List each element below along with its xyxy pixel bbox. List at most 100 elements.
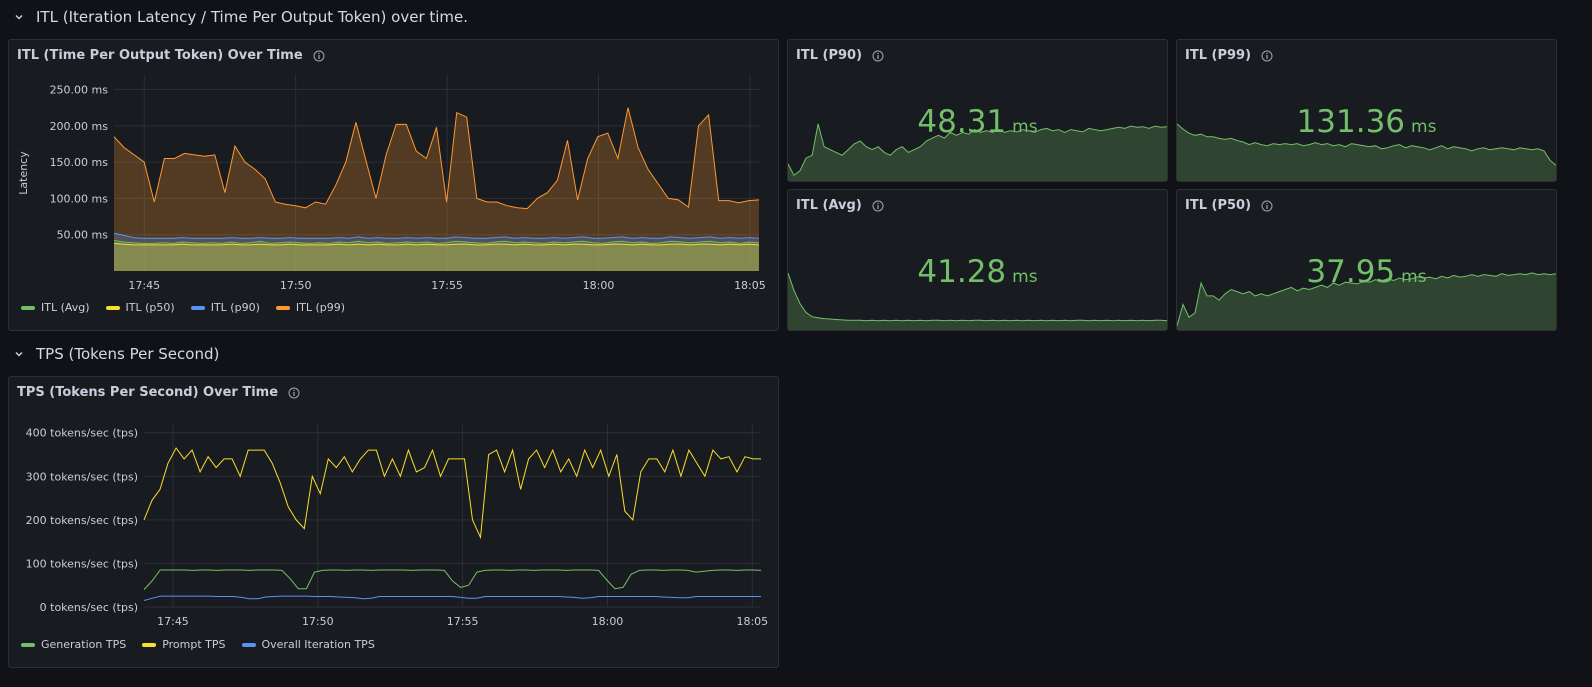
panel-title-text: ITL (Time Per Output Token) Over Time [17, 48, 303, 63]
info-icon[interactable] [288, 387, 300, 399]
legend-swatch [105, 305, 120, 310]
y-axis-label: Latency [17, 151, 30, 195]
series-line[interactable] [143, 569, 762, 590]
stat-value: 37.95 ms [1177, 254, 1556, 290]
x-tick-label: 17:50 [302, 615, 334, 628]
itl-chart-panel[interactable]: ITL (Time Per Output Token) Over Time 50… [8, 39, 779, 331]
stat-panel-p50[interactable]: ITL (P50) 37.95 ms [1176, 189, 1557, 331]
legend-label: Generation TPS [41, 638, 127, 651]
legend-item[interactable]: ITL (Avg) [21, 301, 90, 314]
x-tick-label: 17:45 [128, 279, 160, 292]
legend-swatch [275, 305, 290, 310]
sparkline-line [788, 272, 1167, 322]
legend-item[interactable]: ITL (p50) [105, 301, 175, 314]
stat-unit: ms [1012, 267, 1038, 287]
series-line[interactable] [113, 242, 760, 246]
panel-title-text: ITL (P50) [1185, 198, 1252, 213]
series-line[interactable] [113, 232, 760, 239]
y-tick-label: 250.00 ms [50, 84, 109, 97]
x-tick-label: 17:50 [280, 279, 312, 292]
chevron-down-icon[interactable] [12, 10, 26, 24]
stat-number: 37.95 [1306, 254, 1396, 290]
series-area [114, 240, 759, 271]
legend-label: Prompt TPS [162, 638, 226, 651]
series-line[interactable] [143, 595, 761, 601]
y-tick-label: 150.00 ms [50, 156, 109, 169]
info-icon[interactable] [1261, 200, 1273, 212]
y-tick-label: 200.00 ms [50, 120, 109, 133]
legend-swatch [21, 642, 35, 647]
stat-panel-p99[interactable]: ITL (P99) 131.36 ms [1176, 39, 1557, 182]
stat-panel-avg[interactable]: ITL (Avg) 41.28 ms [787, 189, 1168, 331]
panel-title: ITL (Time Per Output Token) Over Time [17, 48, 325, 63]
legend-item[interactable]: Overall Iteration TPS [241, 638, 375, 651]
legend-item[interactable]: Generation TPS [21, 638, 126, 651]
chevron-down-icon[interactable] [12, 347, 26, 361]
sparkline-line [788, 123, 1167, 177]
legend-item[interactable]: ITL (p99) [275, 301, 346, 314]
panel-title-text: ITL (Avg) [796, 198, 862, 213]
x-tick-label: 18:05 [736, 615, 768, 628]
legend-item[interactable]: ITL (p90) [190, 301, 260, 314]
info-icon[interactable] [872, 50, 884, 62]
itl-chart[interactable]: 50.00 ms 100.00 ms 150.00 ms 200.00 ms 250.0… [9, 40, 780, 332]
info-icon[interactable] [1261, 50, 1273, 62]
series-area [114, 107, 759, 271]
info-icon[interactable] [313, 50, 325, 62]
y-tick-label: 100 tokens/sec (tps) [26, 557, 138, 570]
panel-title: ITL (P90) [796, 48, 884, 63]
legend-swatch [142, 642, 157, 647]
stat-panel-p90[interactable]: ITL (P90) 48.31 ms [787, 39, 1168, 182]
panel-title-text: ITL (P99) [1185, 48, 1252, 63]
itl-legend: ITL (Avg) ITL (p50) ITL (p90) ITL (p99) [21, 301, 345, 314]
tps-chart[interactable]: 0 tokens/sec (tps) 100 tokens/sec (tps) 20… [9, 377, 780, 669]
stat-value: 41.28 ms [788, 254, 1167, 290]
panel-title: ITL (P50) [1185, 198, 1273, 213]
info-icon[interactable] [872, 200, 884, 212]
stat-value: 48.31 ms [788, 104, 1167, 140]
y-tick-label: 100.00 ms [50, 192, 109, 205]
legend-label: Overall Iteration TPS [261, 638, 375, 651]
tps-legend: Generation TPS Prompt TPS Overall Iterat… [21, 638, 375, 651]
stat-number: 41.28 [917, 254, 1007, 290]
sparkline-line [1177, 272, 1556, 326]
x-tick-label: 18:00 [583, 279, 615, 292]
y-tick-label: 400 tokens/sec (tps) [26, 427, 138, 440]
panel-title: ITL (P99) [1185, 48, 1273, 63]
x-tick-label: 17:55 [447, 615, 479, 628]
x-tick-label: 18:05 [734, 279, 766, 292]
panel-title-text: ITL (P90) [796, 48, 863, 63]
sparkline-area [788, 123, 1167, 181]
panel-title: TPS (Tokens Per Second) Over Time [17, 385, 300, 400]
legend-label: ITL (p99) [295, 301, 346, 314]
tps-chart-panel[interactable]: TPS (Tokens Per Second) Over Time 0 toke… [8, 376, 779, 668]
panel-title-text: TPS (Tokens Per Second) Over Time [17, 385, 279, 400]
row-header-tps[interactable]: TPS (Tokens Per Second) [12, 345, 219, 363]
legend-item[interactable]: Prompt TPS [142, 638, 226, 651]
row-title: ITL (Iteration Latency / Time Per Output… [36, 8, 469, 26]
sparkline [1177, 272, 1556, 330]
sparkline-area [1177, 272, 1556, 330]
stat-number: 48.31 [917, 104, 1007, 140]
row-header-itl[interactable]: ITL (Iteration Latency / Time Per Output… [12, 8, 468, 26]
row-title: TPS (Tokens Per Second) [36, 345, 220, 363]
sparkline [788, 123, 1167, 181]
series-line[interactable] [113, 107, 760, 210]
stat-unit: ms [1401, 267, 1427, 287]
stat-unit: ms [1411, 117, 1437, 137]
stat-unit: ms [1012, 117, 1038, 137]
x-tick-label: 18:00 [592, 615, 624, 628]
sparkline [788, 272, 1167, 330]
legend-swatch [190, 305, 205, 310]
series-area [114, 243, 759, 271]
y-tick-label: 50.00 ms [57, 229, 109, 242]
sparkline-area [788, 272, 1167, 330]
x-tick-label: 17:55 [431, 279, 463, 292]
legend-label: ITL (p50) [125, 301, 175, 314]
y-tick-label: 200 tokens/sec (tps) [26, 514, 138, 527]
sparkline-line [1177, 123, 1556, 166]
legend-swatch [21, 305, 35, 310]
series-line[interactable] [143, 447, 761, 540]
series-line[interactable] [113, 240, 760, 244]
legend-label: ITL (p90) [210, 301, 260, 314]
